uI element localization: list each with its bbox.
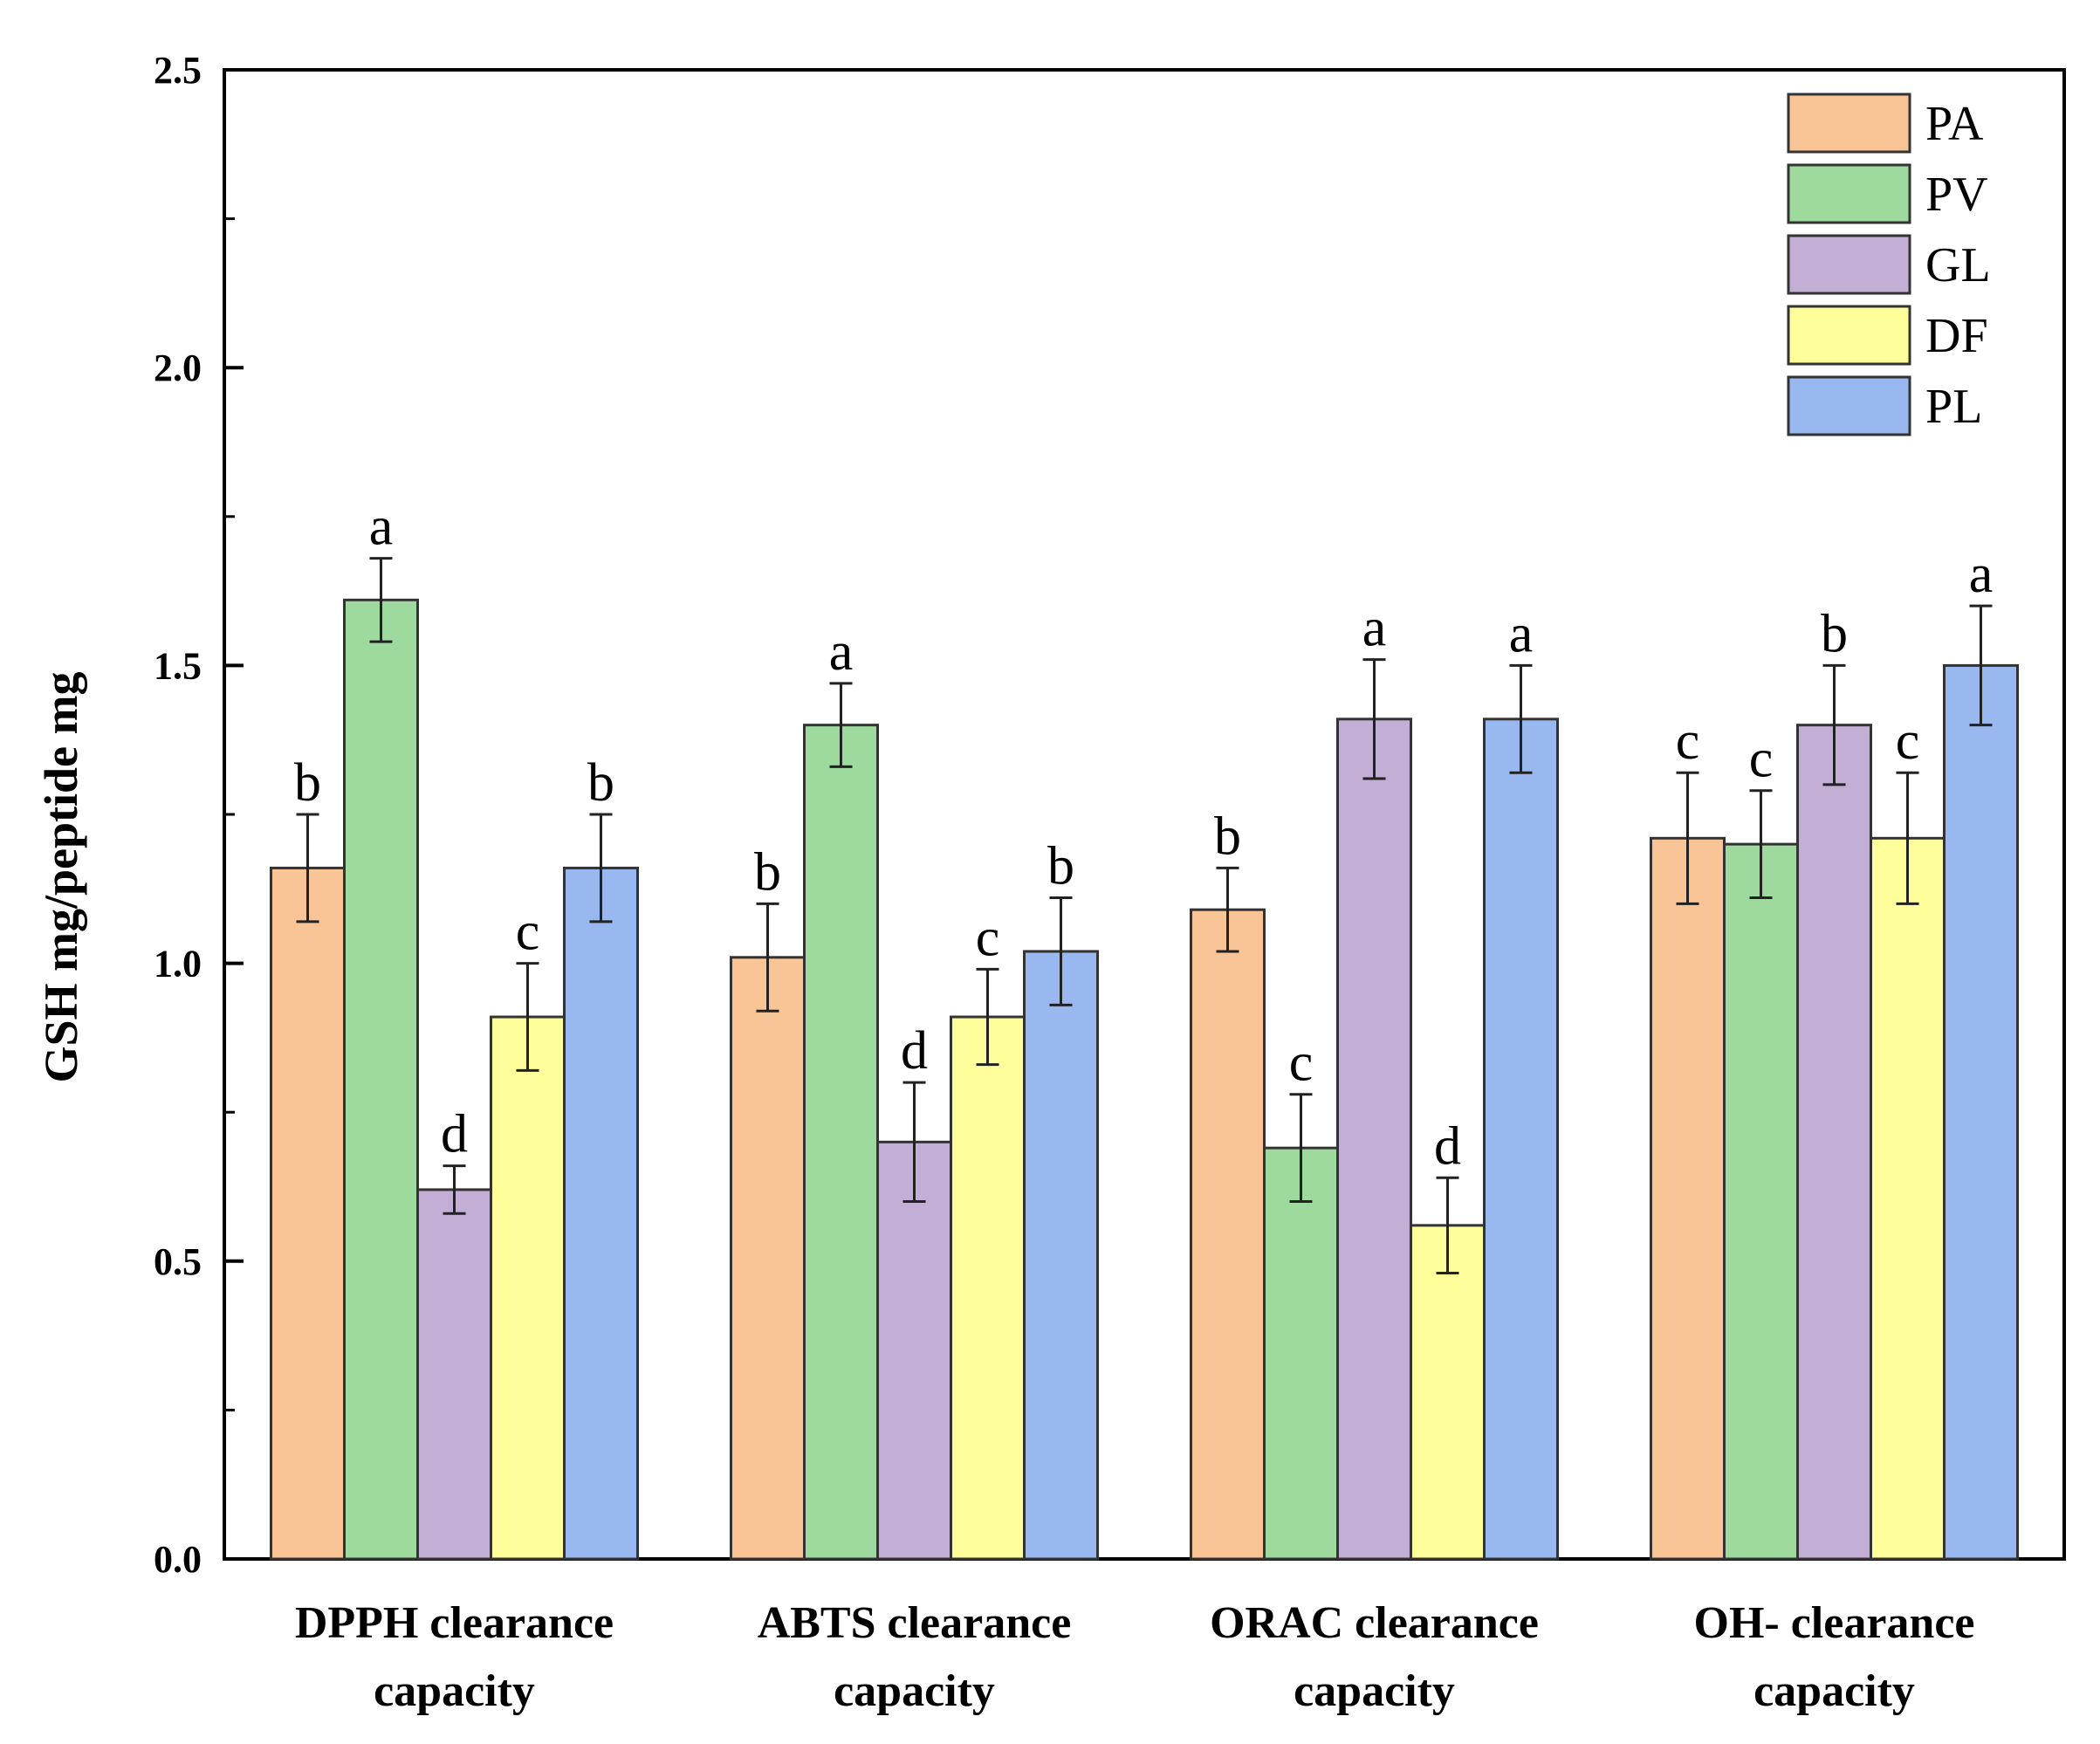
significance-letter: c [1749,730,1774,789]
bar [1870,836,1946,1561]
significance-letter: d [1434,1116,1461,1176]
legend-swatch [1787,163,1911,224]
bar [1023,950,1099,1561]
bar [1336,718,1412,1561]
significance-letter: c [516,903,540,962]
significance-letter: a [1509,604,1534,663]
bar [1943,663,2019,1561]
y-axis: 0.0 0.5 1.0 1.5 2.0 2.5 [154,49,244,1581]
bar [1650,836,1726,1561]
bar [950,1015,1026,1561]
bar [1190,908,1266,1561]
y-axis-title: GSH mg/peptide mg [35,671,87,1082]
bar [1723,842,1799,1561]
significance-letter: c [1289,1033,1314,1093]
bar [1796,724,1872,1561]
significance-letter: c [1676,711,1700,771]
significance-letter: b [587,753,614,813]
legend-swatch [1787,234,1911,295]
x-category-label: OH- clearance [1694,1598,1975,1648]
y-tick-label: 0.5 [154,1240,202,1283]
legend-label: PA [1925,97,1984,151]
significance-letter: d [901,1021,928,1081]
bar [1483,718,1559,1561]
bar [343,598,419,1561]
significance-letter: b [1214,807,1241,866]
x-category-label: capacity [834,1666,995,1716]
legend-swatch [1787,305,1911,366]
x-axis: DPPH clearance capacity ABTS clearance capa… [295,1598,1975,1716]
bar [270,866,346,1561]
legend-swatch [1787,93,1911,154]
y-tick-label: 1.0 [154,943,202,985]
significance-letter: c [1896,711,1920,771]
bar [803,724,879,1561]
significance-letter: b [1821,604,1848,663]
significance-letter: b [294,753,321,813]
significance-letter: a [369,498,394,557]
legend-label: DF [1925,309,1988,363]
bar [1410,1224,1486,1561]
x-category-label: capacity [1753,1666,1915,1716]
legend-label: PV [1925,168,1988,222]
significance-letter: b [1047,837,1074,896]
significance-letter: d [441,1105,468,1164]
x-category-label: DPPH clearance [295,1598,614,1648]
significance-letter: a [1969,545,1994,604]
significance-letter: c [976,908,1000,967]
bar [876,1140,952,1561]
bar [730,956,806,1561]
x-category-label: capacity [374,1666,535,1716]
bar [416,1188,492,1561]
x-category-label: capacity [1294,1666,1455,1716]
significance-letter: a [829,622,854,682]
significance-letter: a [1362,599,1387,658]
x-category-label: ABTS clearance [758,1598,1072,1648]
y-tick-label: 0.0 [154,1538,202,1581]
significance-letter: b [754,842,781,902]
y-tick-label: 2.5 [154,49,202,92]
legend-swatch [1787,375,1911,436]
bar [563,866,639,1561]
bar [1263,1146,1339,1561]
y-tick-label: 2.0 [154,347,202,389]
legend: PA PV GL DF PL [1787,93,1991,436]
bar [490,1015,566,1561]
legend-label: GL [1925,238,1991,292]
legend-label: PL [1925,380,1982,434]
x-category-label: ORAC clearance [1210,1598,1539,1648]
y-tick-label: 1.5 [154,644,202,687]
